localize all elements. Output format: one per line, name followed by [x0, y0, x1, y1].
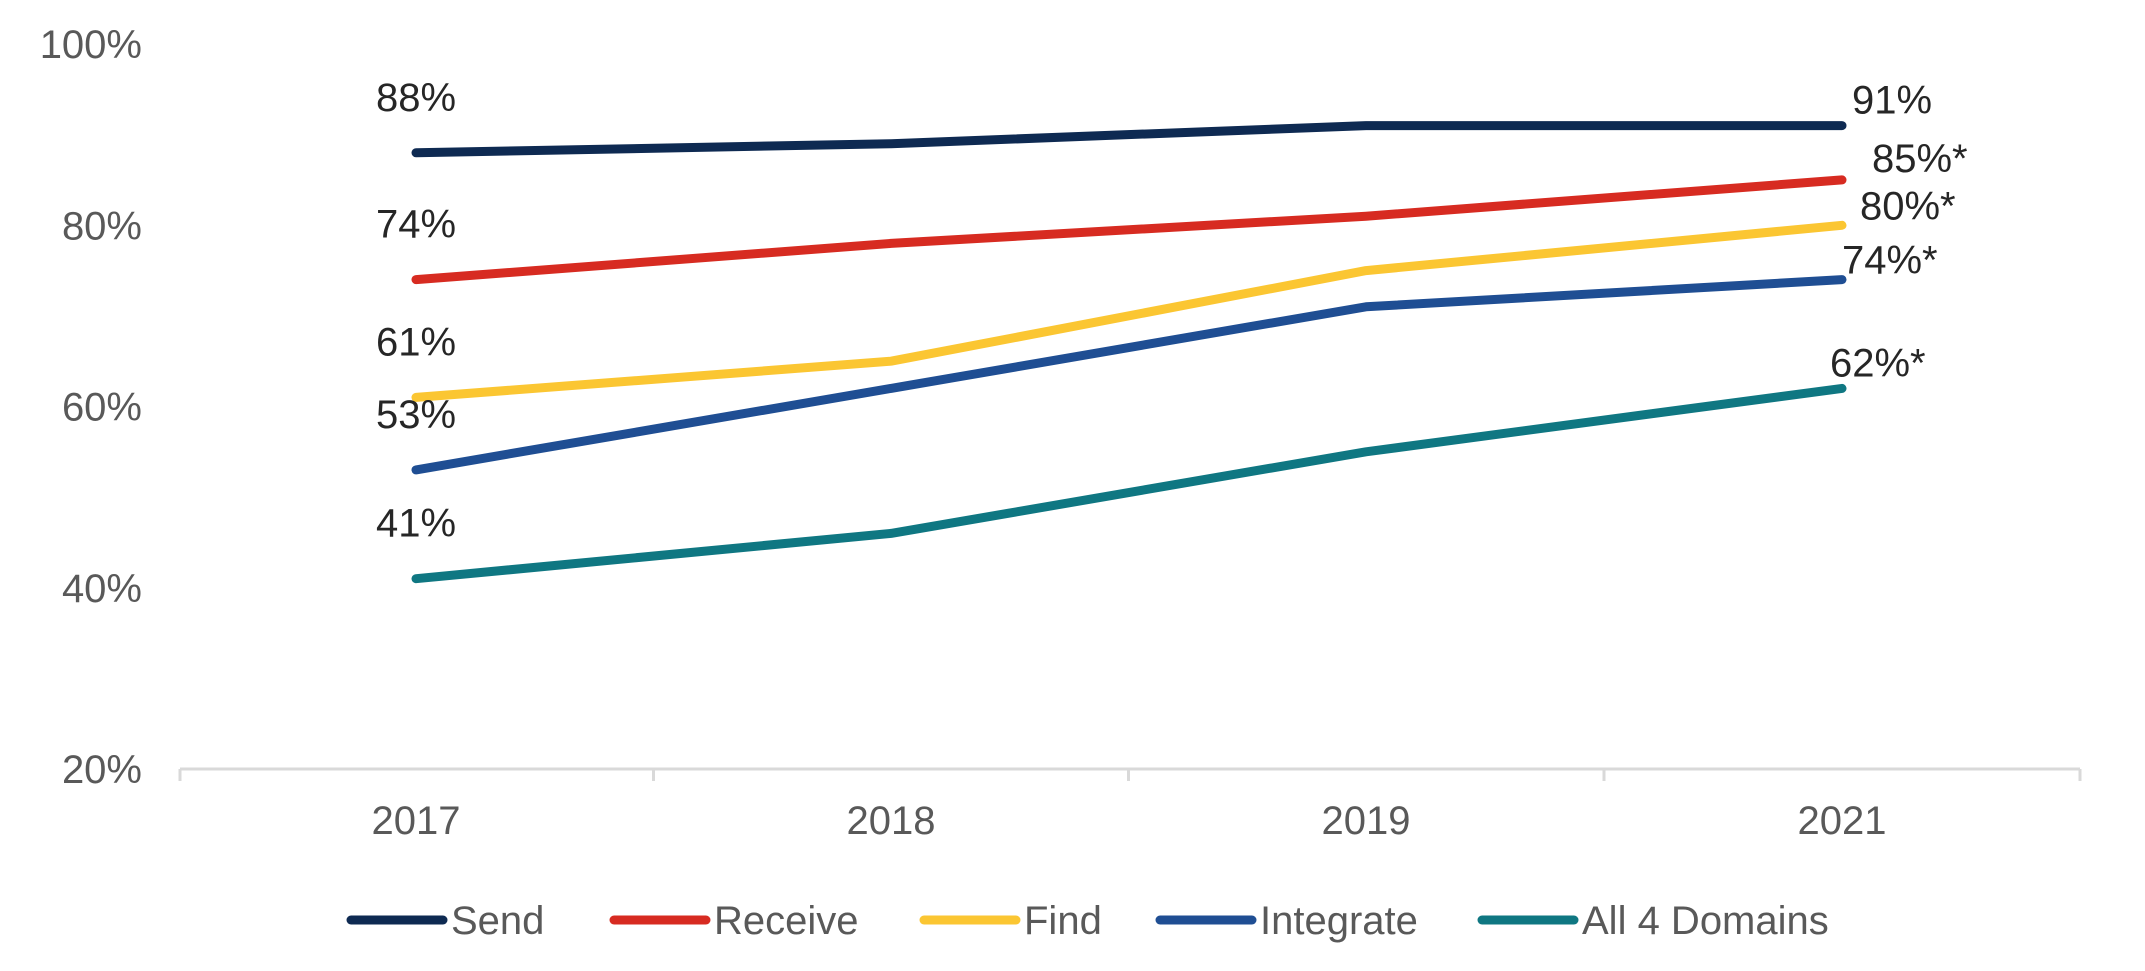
- series-line-send: [411, 121, 1847, 158]
- legend-label: Find: [1024, 899, 1102, 943]
- series-line-all-4-domains: [411, 383, 1847, 584]
- x-tick-label: 2019: [1322, 799, 1411, 843]
- legend-label: Send: [451, 899, 544, 943]
- legend-item-find: Find: [919, 899, 1102, 943]
- y-tick-label: 20%: [62, 748, 142, 792]
- series-line-integrate: [411, 275, 1847, 475]
- legend-label: All 4 Domains: [1582, 899, 1829, 943]
- data-labels: 88% 91% 74% 85%* 61% 80%* 53% 74%* 41% 62%*: [376, 76, 1968, 546]
- data-label-send-first: 88%: [376, 76, 456, 120]
- y-tick-label: 60%: [62, 386, 142, 430]
- data-label-all-4-domains-last: 62%*: [1830, 341, 1926, 385]
- series-line-find: [411, 220, 1847, 402]
- y-tick-label: 40%: [62, 567, 142, 611]
- data-label-find-first: 61%: [376, 320, 456, 364]
- x-tick-label: 2017: [372, 799, 461, 843]
- x-tick-label: 2018: [847, 799, 936, 843]
- y-tick-label: 80%: [62, 204, 142, 248]
- legend-item-integrate: Integrate: [1155, 899, 1418, 943]
- series-lines: [411, 121, 1847, 584]
- x-axis: 2017 2018 2019 2021: [178, 767, 2082, 843]
- legend-label: Integrate: [1260, 899, 1418, 943]
- legend-item-send: Send: [346, 899, 544, 943]
- data-label-find-last: 80%*: [1860, 184, 1956, 228]
- data-label-integrate-first: 53%: [376, 393, 456, 437]
- legend-item-all-4-domains: All 4 Domains: [1477, 899, 1829, 943]
- legend: Send Receive Find Integrate All 4 Domains: [346, 899, 1829, 943]
- data-label-all-4-domains-first: 41%: [376, 502, 456, 546]
- data-label-send-last: 91%: [1852, 79, 1932, 123]
- legend-item-receive: Receive: [609, 899, 859, 943]
- data-label-integrate-last: 74%*: [1842, 239, 1938, 283]
- y-tick-label: 100%: [40, 23, 142, 67]
- x-tick-label: 2021: [1798, 799, 1887, 843]
- data-label-receive-first: 74%: [376, 203, 456, 247]
- y-axis: 20% 40% 60% 80% 100%: [40, 23, 142, 792]
- series-line-receive: [411, 175, 1847, 285]
- data-label-receive-last: 85%*: [1872, 137, 1968, 181]
- legend-label: Receive: [714, 899, 859, 943]
